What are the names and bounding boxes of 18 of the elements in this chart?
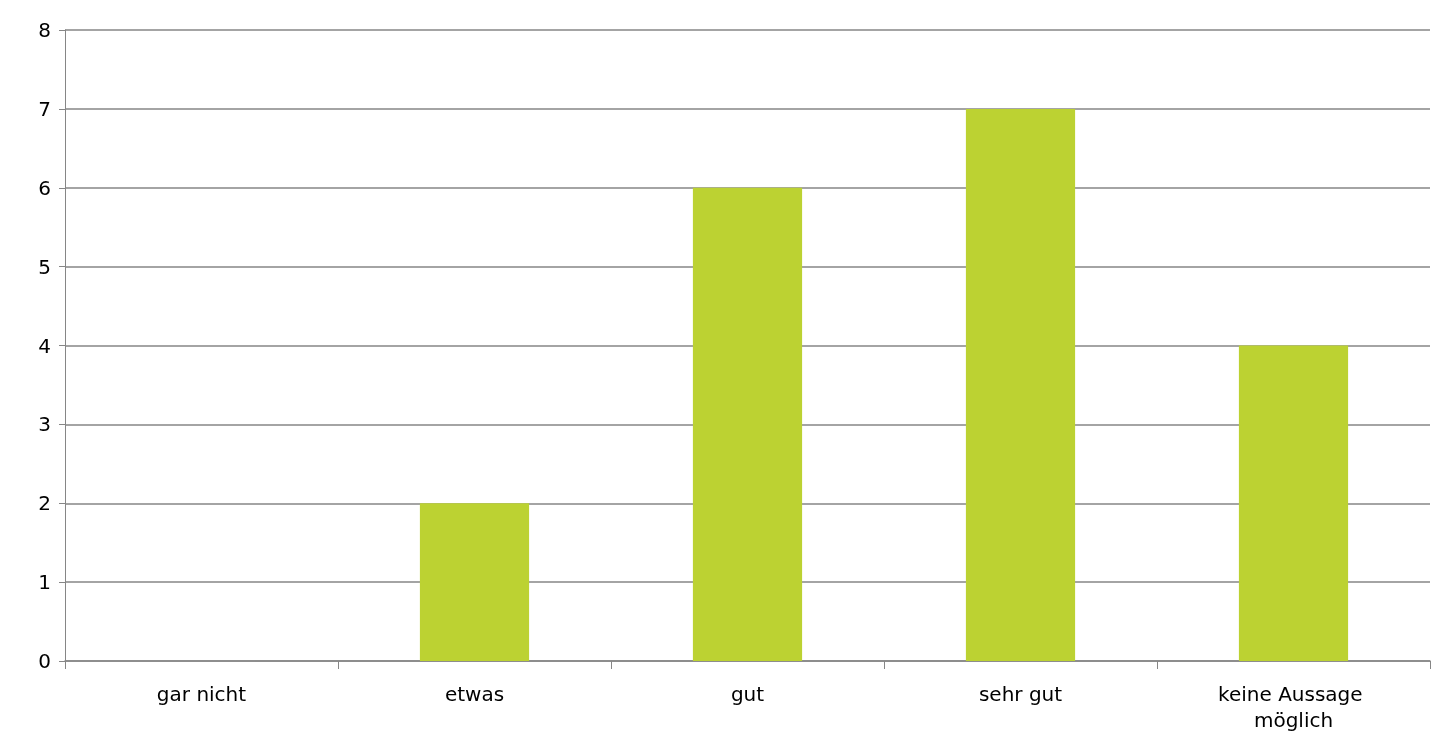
y-tick-label: 8 — [38, 18, 51, 42]
y-tick-label: 4 — [38, 333, 51, 358]
bar — [419, 503, 530, 661]
x-tick-label: keine Aussage möglich — [1218, 682, 1369, 732]
bar — [965, 108, 1076, 661]
y-tick-label: 5 — [38, 254, 51, 279]
y-tick-label: 1 — [38, 570, 51, 595]
bar — [692, 187, 803, 661]
y-tick-label: 6 — [38, 175, 51, 200]
y-tick-label: 3 — [38, 412, 51, 437]
bar — [1238, 345, 1349, 661]
x-tick-label: etwas — [444, 682, 505, 706]
x-tick-label: gut — [730, 682, 765, 706]
y-tick-label: 2 — [38, 491, 51, 516]
y-tick-label: 7 — [38, 96, 51, 121]
x-tick-label: sehr gut — [978, 682, 1063, 706]
x-tick-label: gar nicht — [156, 682, 247, 706]
y-tick-label: 0 — [38, 649, 51, 673]
